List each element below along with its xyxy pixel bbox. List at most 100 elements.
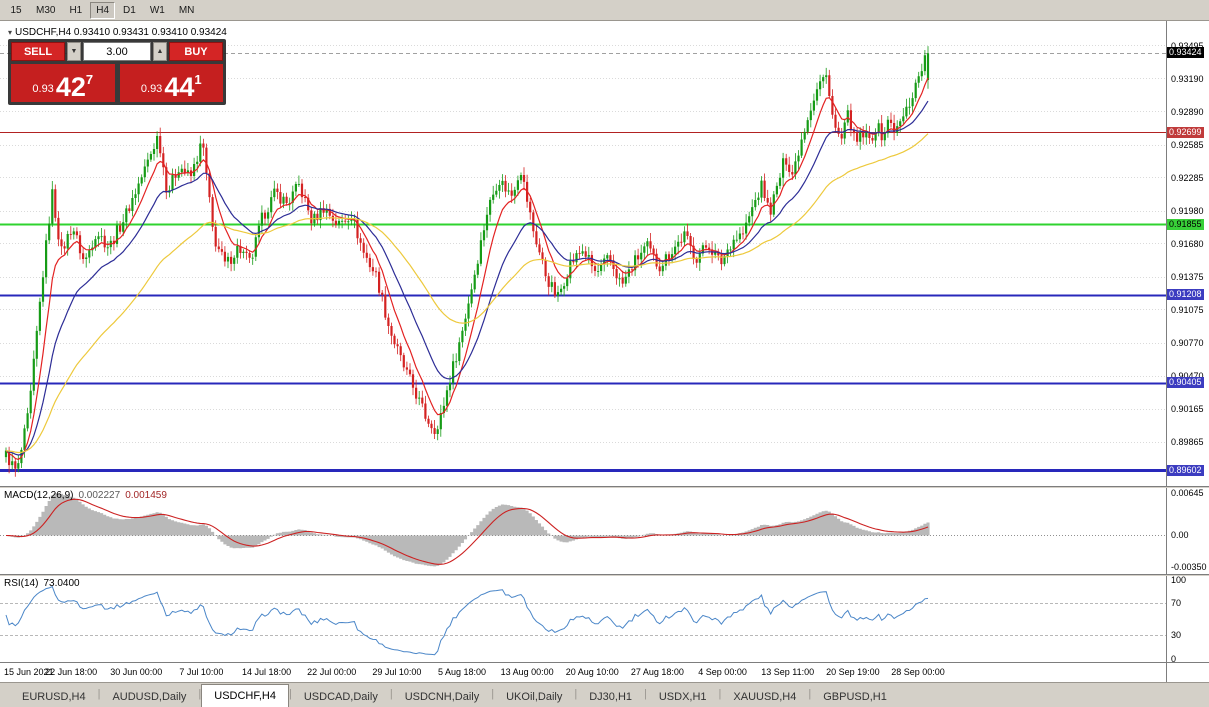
timeframe-button-w1[interactable]: W1 bbox=[143, 1, 171, 19]
price-axis-tick: 0.90470 bbox=[1171, 371, 1204, 382]
sell-button[interactable]: SELL bbox=[11, 42, 65, 61]
rsi-value: 73.0400 bbox=[43, 578, 80, 589]
volume-decrease-button[interactable]: ▼ bbox=[67, 42, 81, 61]
buy-price-display[interactable]: 0.93 44 1 bbox=[119, 64, 223, 102]
macd-chart-svg[interactable] bbox=[0, 488, 1209, 574]
chart-tab-eurusd-h4[interactable]: EURUSD,H4 bbox=[22, 691, 86, 703]
time-axis-label: 20 Sep 19:00 bbox=[826, 667, 880, 677]
macd-axis-max: 0.00645 bbox=[1171, 488, 1204, 498]
price-axis-tick: 0.90770 bbox=[1171, 338, 1204, 349]
time-axis-label: 20 Aug 10:00 bbox=[565, 667, 619, 677]
sell-price-pip: 7 bbox=[85, 72, 94, 87]
price-axis-tick: 0.92585 bbox=[1171, 140, 1204, 150]
price-axis-tick: 0.89865 bbox=[1171, 437, 1204, 448]
buy-price-main: 44 bbox=[164, 72, 195, 102]
price-axis-separator bbox=[1166, 21, 1167, 486]
timeframe-button-mn[interactable]: MN bbox=[172, 1, 201, 19]
time-axis[interactable]: 15 Jun 2021 22 Jun 18:00 30 Jun 00:00 7 Jul… bbox=[0, 662, 1209, 682]
chart-tab-xauusd-h4[interactable]: XAUUSD,H4 bbox=[733, 691, 797, 703]
rsi-axis-tick: 0 bbox=[1171, 654, 1177, 663]
time-axis-separator bbox=[1166, 663, 1167, 682]
tab-separator: | bbox=[808, 687, 812, 700]
rsi-chart-svg[interactable] bbox=[0, 576, 1209, 662]
tab-separator: | bbox=[718, 687, 722, 700]
tab-separator: | bbox=[491, 687, 495, 700]
timeframe-button-h1[interactable]: H1 bbox=[63, 1, 89, 19]
current-price-badge: 0.93424 bbox=[1167, 47, 1204, 59]
chart-symbol-ohlc-line: ▾ USDCHF,H4 0.93410 0.93431 0.93410 0.934… bbox=[8, 27, 227, 38]
chart-tab-audusd-daily[interactable]: AUDUSD,Daily bbox=[112, 691, 187, 703]
macd-axis-zero: 0.00 bbox=[1171, 530, 1189, 541]
macd-name: MACD(12,26,9) bbox=[4, 490, 74, 501]
volume-input[interactable] bbox=[83, 42, 151, 61]
macd-axis-separator bbox=[1166, 488, 1167, 574]
price-axis-tick: 0.91375 bbox=[1171, 272, 1204, 283]
trade-panel-prices: 0.93 42 7 0.93 44 1 bbox=[11, 64, 223, 102]
green-hline-badge: 0.91855 bbox=[1167, 218, 1204, 230]
time-axis-label: 13 Sep 11:00 bbox=[761, 667, 815, 677]
rsi-name: RSI(14) bbox=[4, 578, 39, 589]
panel-splitter-macd[interactable] bbox=[0, 486, 1209, 488]
red-hline-badge: 0.92699 bbox=[1167, 126, 1204, 138]
rsi-axis-tick: 100 bbox=[1171, 576, 1187, 585]
macd-value-signal: 0.001459 bbox=[125, 490, 167, 501]
timeframe-toolbar: 15 M30 H1 H4 D1 W1 MN bbox=[0, 0, 1209, 21]
timeframe-button-15[interactable]: 15 bbox=[4, 1, 28, 19]
tab-separator: | bbox=[574, 687, 578, 700]
chart-tab-usdchf-h4[interactable]: USDCHF,H4 bbox=[201, 684, 289, 707]
buy-price-prefix: 0.93 bbox=[140, 83, 163, 95]
price-axis-tick: 0.92890 bbox=[1171, 106, 1204, 117]
sell-price-display[interactable]: 0.93 42 7 bbox=[11, 64, 115, 102]
timeframe-button-d1[interactable]: D1 bbox=[117, 1, 142, 19]
time-axis-label: 13 Aug 00:00 bbox=[500, 667, 554, 677]
blue-hline-badge-3: 0.89602 bbox=[1167, 464, 1204, 476]
tab-separator: | bbox=[97, 687, 101, 700]
time-axis-label: 4 Sep 00:00 bbox=[698, 667, 747, 677]
price-axis-tick: 0.91680 bbox=[1171, 238, 1204, 249]
time-axis-label: 22 Jun 18:00 bbox=[45, 667, 98, 677]
trade-panel-controls: SELL ▼ ▲ BUY bbox=[11, 42, 223, 61]
rsi-axis-tick: 70 bbox=[1171, 598, 1182, 608]
rsi-axis-tick: 30 bbox=[1171, 630, 1182, 640]
blue-hline-badge-2: 0.90405 bbox=[1167, 377, 1204, 389]
chart-window: ▾ USDCHF,H4 0.93410 0.93431 0.93410 0.934… bbox=[0, 21, 1209, 682]
time-axis-label: 30 Jun 00:00 bbox=[110, 667, 163, 677]
price-axis-tick: 0.93190 bbox=[1171, 73, 1204, 84]
chart-tab-usdcnh-daily[interactable]: USDCNH,Daily bbox=[404, 691, 480, 703]
time-axis-label: 22 Jul 00:00 bbox=[307, 667, 357, 677]
chart-tab-ukoil-daily[interactable]: UKOil,Daily bbox=[506, 691, 563, 703]
price-axis-tick: 0.91980 bbox=[1171, 206, 1204, 217]
price-axis-tick: 0.93495 bbox=[1171, 40, 1204, 51]
timeframe-button-h4[interactable]: H4 bbox=[90, 1, 116, 19]
rsi-axis-separator bbox=[1166, 576, 1167, 662]
price-chart-svg[interactable] bbox=[0, 21, 1209, 486]
time-axis-label: 27 Aug 18:00 bbox=[630, 667, 684, 677]
rsi-panel[interactable]: RSI(14) 73.0400 100 70 30 0 bbox=[0, 576, 1209, 662]
sell-price-prefix: 0.93 bbox=[32, 83, 54, 95]
tab-separator: | bbox=[644, 687, 647, 700]
panel-splitter-rsi[interactable] bbox=[0, 574, 1209, 576]
time-axis-label: 14 Jul 18:00 bbox=[242, 667, 292, 677]
blue-hline-badge-1: 0.91208 bbox=[1167, 289, 1204, 301]
timeframe-button-m30[interactable]: M30 bbox=[30, 1, 62, 19]
chart-tab-dj30-h1[interactable]: DJ30,H1 bbox=[589, 691, 632, 703]
one-click-trading-panel: SELL ▼ ▲ BUY 0.93 42 7 0.93 44 1 bbox=[8, 39, 226, 105]
one-click-collapse-icon[interactable]: ▾ bbox=[8, 28, 13, 37]
price-chart-panel[interactable]: ▾ USDCHF,H4 0.93410 0.93431 0.93410 0.934… bbox=[0, 21, 1209, 486]
time-axis-label: 7 Jul 10:00 bbox=[179, 667, 224, 677]
price-axis-tick: 0.91075 bbox=[1171, 304, 1204, 315]
symbol-ohlc-text: USDCHF,H4 0.93410 0.93431 0.93410 0.9342… bbox=[15, 27, 227, 38]
time-axis-label: 5 Aug 18:00 bbox=[437, 667, 487, 677]
price-axis-tick: 0.90165 bbox=[1171, 404, 1204, 415]
time-axis-label: 15 Jun 2021 bbox=[4, 667, 54, 677]
tab-separator: | bbox=[198, 687, 202, 700]
macd-panel[interactable]: MACD(12,26,9) 0.002227 0.001459 0.00645 0.0… bbox=[0, 488, 1209, 574]
chart-tab-gbpusd-h1[interactable]: GBPUSD,H1 bbox=[823, 691, 887, 703]
price-axis-tick: 0.92285 bbox=[1171, 172, 1204, 183]
chart-tab-usdcad-daily[interactable]: USDCAD,Daily bbox=[303, 691, 378, 703]
macd-value-main: 0.002227 bbox=[78, 490, 121, 501]
buy-button[interactable]: BUY bbox=[169, 42, 223, 61]
chart-tab-usdx-h1[interactable]: USDX,H1 bbox=[658, 691, 707, 703]
volume-increase-button[interactable]: ▲ bbox=[153, 42, 167, 61]
sell-price-main: 42 bbox=[55, 72, 86, 102]
